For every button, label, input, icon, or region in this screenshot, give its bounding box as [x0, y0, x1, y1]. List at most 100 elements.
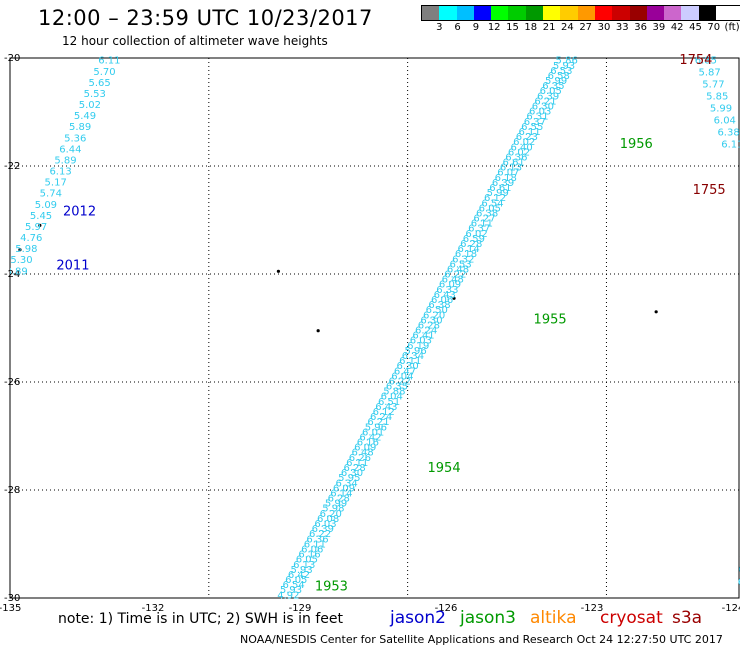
wave-height-value: 6.13: [500, 163, 522, 174]
pass-time-label: 1754: [679, 53, 712, 68]
wave-height-value: 6.48: [447, 264, 469, 275]
legend-label: (ft): [724, 22, 740, 33]
wave-height-value: 6.11: [304, 539, 326, 550]
lon-tick-label: -132: [142, 603, 165, 614]
satellite-label-cryosat: cryosat: [600, 608, 663, 628]
island-dot: [452, 296, 456, 300]
lat-tick-label: -26: [4, 377, 20, 388]
island-dot: [38, 223, 42, 227]
wave-height-value: 6.51: [378, 397, 400, 408]
wave-height-value: 6.11: [721, 139, 740, 150]
island-dot: [316, 329, 320, 333]
wave-height-value: 5.53: [84, 89, 106, 100]
wave-height-value: 6.12: [373, 407, 395, 418]
wave-height-value: 5.86: [556, 56, 578, 67]
wave-height-value: 5.98: [15, 244, 37, 255]
lon-tick-label: -129: [289, 603, 312, 614]
wave-height-value: 6.22: [309, 529, 331, 540]
wave-height-value: 6.05: [479, 203, 501, 214]
pass-time-label: 1955: [534, 312, 567, 327]
wave-height-value: 5.77: [702, 80, 724, 91]
legend-swatch: [664, 6, 682, 20]
wave-height-value: 6.53: [450, 259, 472, 270]
wave-height-value: 6.21: [367, 417, 389, 428]
wave-height-value: 5.99: [710, 104, 732, 115]
wave-height-value: 6.54: [283, 580, 305, 591]
wave-height-value: 6.30: [532, 102, 554, 113]
legend-label: 33: [615, 22, 629, 33]
legend-label: 12: [487, 22, 501, 33]
legend-label: 3: [436, 22, 443, 33]
legend-label: 45: [689, 22, 702, 33]
wave-height-value: 6.26: [349, 453, 371, 464]
wave-height-value: 6.54: [481, 198, 503, 209]
wave-height-value: 5.96: [365, 422, 387, 433]
wave-height-value: 6.03: [529, 107, 551, 118]
wave-height-value: 5.88: [383, 387, 405, 398]
wave-height-value: 5.87: [699, 68, 721, 79]
wave-height-value: 5.49: [74, 111, 96, 122]
page-title: 12:00 – 23:59 UTC 10/23/2017: [38, 6, 373, 30]
map-frame: [9, 57, 740, 599]
wave-height-value: 6.09: [439, 280, 461, 291]
legend-label: 21: [542, 22, 556, 33]
wave-height-value: 6.12: [484, 193, 506, 204]
wave-height-value: 6.14: [457, 244, 479, 255]
wave-height-value: 6.30: [397, 361, 419, 372]
wave-height-value: 5.93: [280, 585, 302, 596]
lon-tick-label: -126: [435, 603, 458, 614]
wave-height-value: 6.55: [521, 122, 543, 133]
wave-height-value: 5.45: [30, 211, 52, 222]
satellite-label-jason2: jason2: [390, 608, 446, 628]
wave-height-value: 5.70: [93, 67, 115, 78]
wave-height-value: 6.35: [386, 382, 408, 393]
legend-swatch: [525, 6, 544, 20]
color-legend: 3 6 9 12 15 18 21 24 27 30 33 36 39 42 45 70 (ft): [421, 5, 740, 35]
pass-time-label: 1755: [693, 183, 726, 198]
wave-height-value: 6.40: [510, 142, 532, 153]
wave-height-value: 6.05: [296, 555, 318, 566]
lat-tick-label: -20: [4, 53, 20, 64]
wave-height-value: 6.18: [455, 249, 477, 260]
wave-height-value: 5.36: [64, 133, 86, 144]
legend-swatch: [473, 6, 492, 20]
wave-height-value: 5.85: [706, 92, 728, 103]
wave-height-value: 5.65: [89, 78, 111, 89]
lat-tick-label: -30: [4, 593, 20, 604]
wave-height-value: 6.36: [306, 534, 328, 545]
wave-height-value: 6.38: [717, 127, 739, 138]
wave-height-value: 6.21: [534, 96, 556, 107]
legend-label: 6: [454, 22, 461, 33]
wave-height-value: 6.11: [346, 458, 368, 469]
legend-label: 15: [506, 22, 519, 33]
wave-height-value: 6.06: [301, 544, 323, 555]
wave-height-value: 6.11: [98, 56, 120, 67]
wave-height-value: 6.23: [516, 132, 538, 143]
footer-note: note: 1) Time is in UTC; 2) SWH is in fe…: [58, 611, 344, 627]
legend-label: 42: [670, 22, 684, 33]
wave-height-value: 6.28: [328, 494, 350, 505]
wave-height-value: 6.13: [293, 560, 315, 571]
wave-height-value: 6.11: [471, 219, 493, 230]
wave-height-value: 6.30: [420, 315, 442, 326]
wave-height-value: 6.27: [473, 214, 495, 225]
wave-height-value: 6.32: [452, 254, 474, 265]
wave-height-value: 6.02: [465, 229, 487, 240]
island-dot: [276, 269, 281, 273]
wave-height-value: 6.04: [391, 371, 413, 382]
wave-height-value: 6.36: [505, 152, 527, 163]
legend-label: 30: [597, 22, 611, 33]
wave-height-value: 6.34: [402, 351, 424, 362]
wave-height-value: 6.22: [389, 376, 411, 387]
wave-height-value: 6.16: [357, 438, 379, 449]
legend-label: 9: [472, 22, 480, 33]
island-dot: [18, 248, 22, 252]
legend-swatch: [491, 6, 509, 20]
wave-height-value: 6.93: [738, 577, 740, 588]
wave-height-value: 6.24: [370, 412, 392, 423]
wave-height-value: 6.01: [362, 427, 384, 438]
wave-height-value: 6.14: [330, 488, 352, 499]
lat-tick-label: -22: [4, 161, 20, 172]
wave-height-value: 6.09: [354, 443, 376, 454]
wave-height-value: 6.20: [320, 509, 342, 520]
